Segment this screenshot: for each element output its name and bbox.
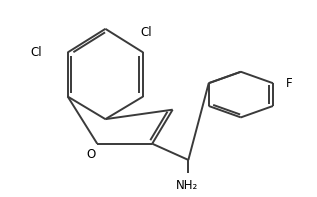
Text: Cl: Cl (30, 46, 42, 59)
Text: Cl: Cl (140, 26, 152, 39)
Text: NH₂: NH₂ (176, 179, 198, 192)
Text: F: F (286, 77, 292, 90)
Text: O: O (86, 148, 95, 161)
